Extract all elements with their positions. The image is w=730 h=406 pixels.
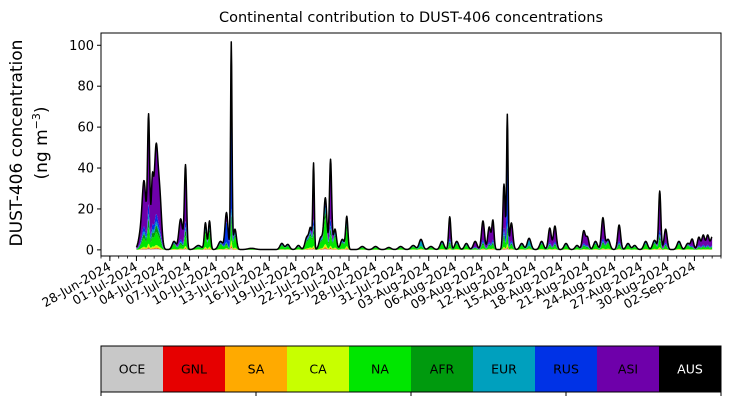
legend-colorbar: OCE GNL SA CA NA AFR EUR RUS ASI AUS [100, 345, 722, 396]
y-tick-label: 100 [69, 39, 94, 54]
legend-swatch-rus [535, 346, 598, 392]
legend-swatch-na [349, 346, 412, 392]
area-layer-ca [136, 240, 713, 250]
y-axis-unit-prefix: (ng m [32, 129, 52, 179]
x-axis: 28-Jun-202401-Jul-202404-Jul-202407-Jul-… [39, 256, 722, 312]
legend-swatch-sa [225, 346, 288, 392]
legend-label-oce: OCE [119, 362, 146, 377]
area-layer-asi [136, 49, 713, 250]
legend-swatch-ca [287, 346, 350, 392]
area-layer-rus [136, 94, 713, 250]
y-tick-label: 20 [77, 202, 94, 217]
area-layer-aus [136, 41, 713, 250]
legend-swatch-gnl [163, 346, 226, 392]
legend-label-gnl: GNL [181, 362, 207, 377]
legend-label-aus: AUS [677, 362, 703, 377]
y-tick-label: 40 [77, 162, 94, 177]
stacked-area-layers [136, 41, 713, 250]
total-concentration-line [135, 41, 713, 251]
y-axis-label-line1: DUST-406 concentration [7, 40, 27, 247]
legend-swatch-eur [473, 346, 536, 392]
legend-label-rus: RUS [553, 362, 579, 377]
plot-frame [100, 32, 722, 257]
legend-swatch-oce [101, 346, 164, 392]
area-layer-sa [136, 244, 713, 250]
y-tick-label: 80 [77, 80, 94, 95]
legend-label-afr: AFR [430, 362, 455, 377]
area-layer-na [136, 218, 713, 250]
legend-label-sa: SA [248, 362, 265, 377]
legend-swatch-afr [411, 346, 474, 392]
legend-label-na: NA [371, 362, 389, 377]
y-tick-label: 60 [77, 121, 94, 136]
chart-title: Continental contribution to DUST-406 con… [219, 10, 603, 26]
y-axis-unit-exponent: −3 [30, 113, 43, 129]
legend-swatch-asi [597, 346, 660, 392]
legend-label-eur: EUR [491, 362, 517, 377]
legend-swatch-aus [659, 346, 722, 392]
y-axis-label-line2: (ng m−3) [30, 106, 52, 179]
y-axis-unit-suffix: ) [32, 106, 52, 113]
legend-label-ca: CA [309, 362, 327, 377]
y-axis-label: DUST-406 concentration (ng m−3) [7, 40, 52, 247]
y-axis: 0 20 40 60 80 100 [69, 39, 101, 258]
legend-label-asi: ASI [618, 362, 638, 377]
y-tick-label: 0 [86, 243, 94, 258]
